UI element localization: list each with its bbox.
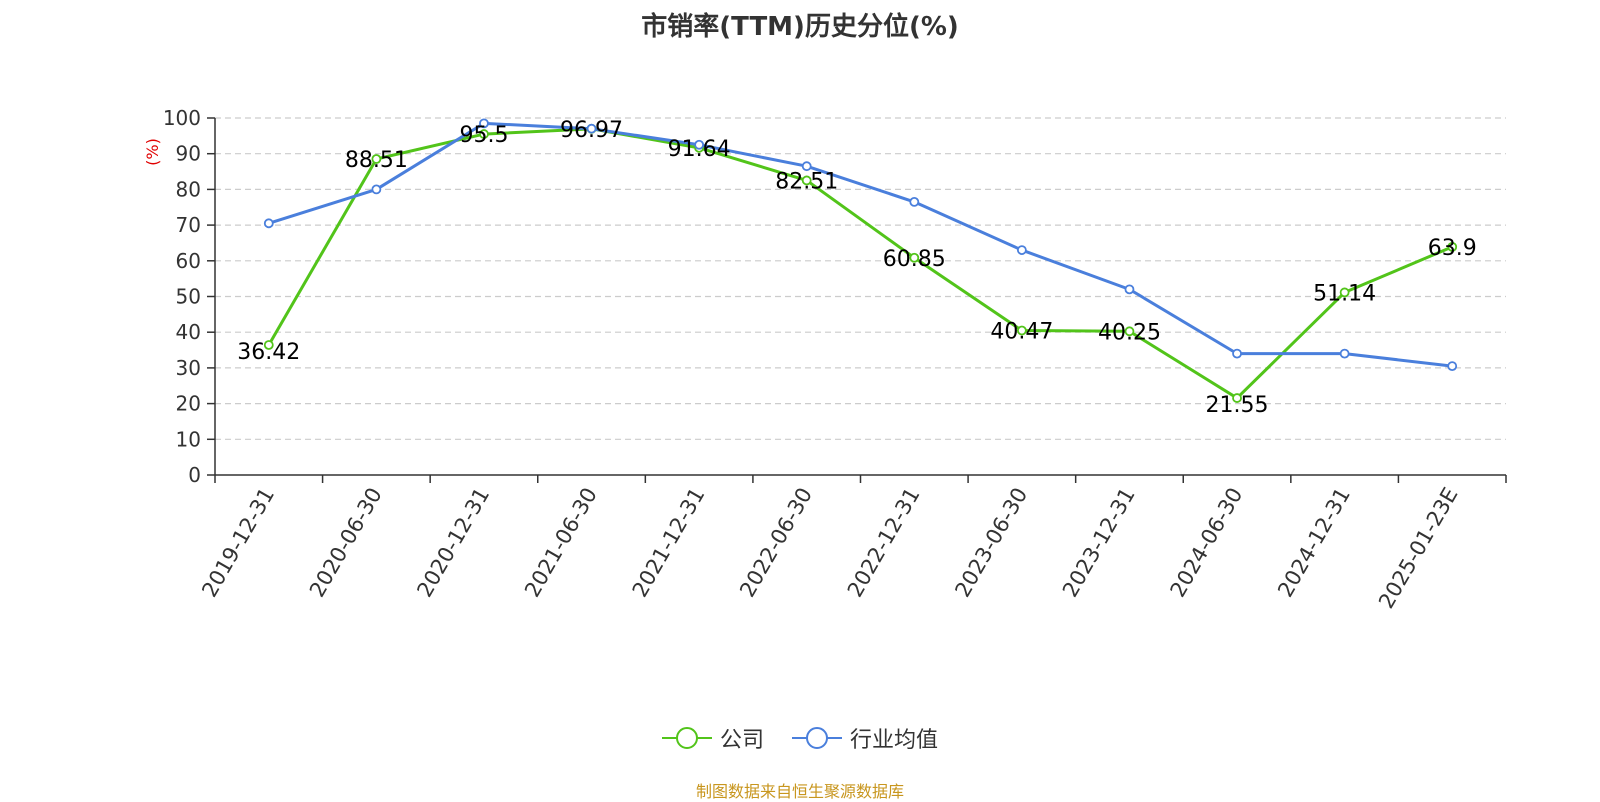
y-tick-label: 20 <box>176 392 201 416</box>
data-label: 63.9 <box>1428 236 1477 261</box>
data-label: 88.51 <box>345 148 408 173</box>
x-tick-label: 2024-12-31 <box>1273 484 1355 602</box>
data-point-industry[interactable] <box>1124 284 1135 295</box>
data-point-company[interactable] <box>1124 326 1135 337</box>
data-label: 82.51 <box>775 169 838 194</box>
data-source-note: 制图数据来自恒生聚源数据库 <box>695 782 904 801</box>
legend-item-company[interactable]: 公司 <box>661 722 764 754</box>
y-tick-label: 60 <box>176 249 201 273</box>
data-point-industry[interactable] <box>371 184 382 195</box>
legend-marker-company <box>661 727 712 749</box>
x-tick-label: 2023-06-30 <box>950 484 1032 602</box>
x-tick-label: 2019-12-31 <box>197 484 279 602</box>
data-point-industry[interactable] <box>586 123 597 134</box>
y-tick-label: 50 <box>176 285 201 309</box>
data-label: 51.14 <box>1313 281 1376 306</box>
legend: 公司 行业均值 <box>0 722 1600 754</box>
series-line-company <box>267 127 1453 400</box>
data-point-company[interactable] <box>479 129 489 139</box>
data-point-industry[interactable] <box>1447 361 1458 372</box>
y-tick-label: 70 <box>176 213 201 237</box>
x-tick-label: 2025-01-23E <box>1374 484 1462 613</box>
y-tick-label: 80 <box>176 177 201 201</box>
x-tick-label: 2022-06-30 <box>735 484 817 602</box>
x-tick-label: 2024-06-30 <box>1166 484 1248 602</box>
data-point-company[interactable] <box>909 252 920 263</box>
data-point-company[interactable] <box>1232 393 1242 403</box>
data-label: 36.42 <box>237 340 300 365</box>
x-tick-label: 2020-06-30 <box>305 484 387 602</box>
legend-label-company: 公司 <box>719 728 764 753</box>
data-label: 21.55 <box>1206 393 1269 418</box>
data-point-company[interactable] <box>801 175 812 186</box>
x-tick-label: 2021-12-31 <box>628 484 710 602</box>
chart-title: 市销率(TTM)历史分位(%) <box>641 12 959 42</box>
x-tick-label: 2023-12-31 <box>1058 484 1140 602</box>
x-tick-label: 2022-12-31 <box>843 484 925 602</box>
data-label: 91.64 <box>668 137 731 162</box>
series-line-industry <box>268 121 1453 368</box>
y-tick-label: 0 <box>188 463 201 487</box>
data-label: 60.85 <box>883 247 946 272</box>
legend-marker-industry <box>792 727 842 749</box>
data-label: 40.47 <box>990 320 1053 345</box>
legend-label-industry: 行业均值 <box>850 728 939 753</box>
y-tick-label: 40 <box>176 320 201 344</box>
data-point-company[interactable] <box>371 154 382 164</box>
data-label: 96.97 <box>560 118 623 143</box>
data-point-industry[interactable] <box>801 161 812 172</box>
data-point-company[interactable] <box>1339 287 1350 298</box>
data-label: 95.5 <box>459 123 508 148</box>
data-point-industry[interactable] <box>1232 348 1242 359</box>
x-tick-label: 2020-12-31 <box>412 484 494 602</box>
data-point-industry[interactable] <box>909 196 920 207</box>
legend-item-industry[interactable]: 行业均值 <box>792 722 938 754</box>
data-point-industry[interactable] <box>263 218 274 229</box>
data-point-company[interactable] <box>1016 325 1027 336</box>
data-point-industry[interactable] <box>479 118 489 129</box>
y-tick-label: 30 <box>176 356 201 380</box>
data-label: 40.25 <box>1098 320 1161 345</box>
data-point-industry[interactable] <box>1016 245 1027 255</box>
y-tick-label: 100 <box>163 106 201 130</box>
data-point-industry[interactable] <box>1339 348 1350 359</box>
x-tick-label: 2021-06-30 <box>520 484 602 602</box>
y-tick-label: 90 <box>176 142 201 166</box>
data-point-company[interactable] <box>263 340 274 350</box>
data-point-company[interactable] <box>1447 241 1458 252</box>
data-point-industry[interactable] <box>694 139 705 150</box>
y-axis-label: (%) <box>143 138 162 166</box>
y-tick-label: 10 <box>176 427 201 451</box>
